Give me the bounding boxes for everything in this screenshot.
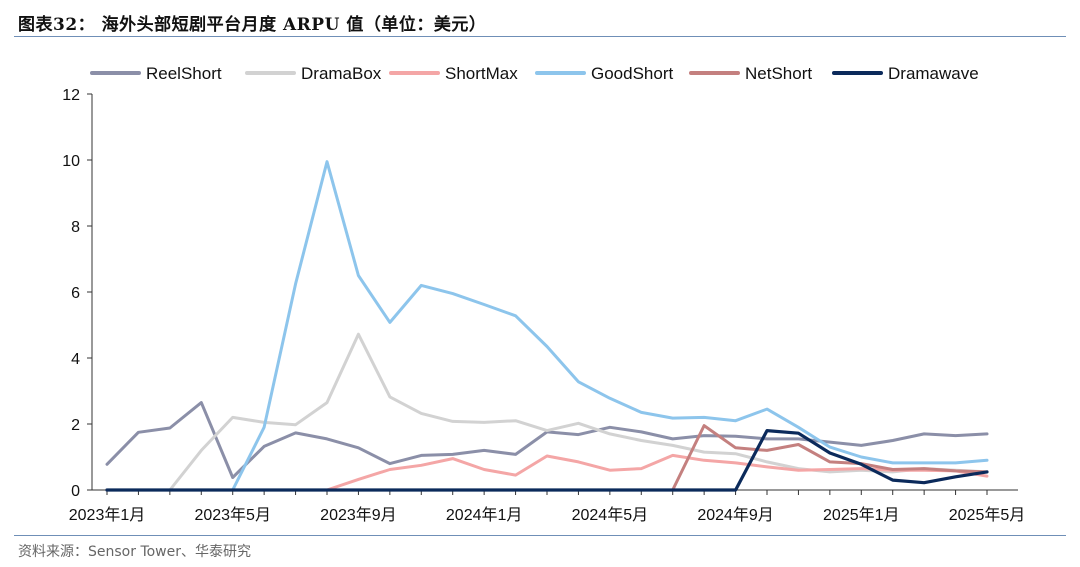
series-line-goodshort (105, 160, 989, 492)
legend: ReelShort DramaBox ShortMax GoodShort NetSho… (90, 64, 979, 83)
legend-label: Dramawave (888, 64, 979, 83)
x-tick-label: 2025年1月 (823, 506, 900, 524)
y-tick-label: 6 (71, 285, 80, 302)
series-line-dramabox (105, 332, 989, 492)
source-note: 资料来源：Sensor Tower、华泰研究 (18, 544, 251, 560)
y-tick-label: 0 (71, 483, 80, 500)
y-tick-label: 2 (71, 417, 80, 434)
line-chart: ReelShort DramaBox ShortMax GoodShort NetSho… (62, 64, 1026, 524)
x-tick-label: 2024年1月 (446, 506, 523, 524)
legend-label: GoodShort (591, 64, 673, 83)
series-line-reelshort (105, 401, 989, 479)
y-tick-label: 8 (71, 219, 80, 236)
legend-label: NetShort (745, 64, 812, 83)
y-axis: 0 2 4 6 8 10 12 (62, 87, 93, 500)
legend-label: DramaBox (301, 64, 382, 83)
x-tick-label: 2024年5月 (572, 506, 649, 524)
legend-label: ReelShort (146, 64, 222, 83)
x-tick-label: 2023年5月 (194, 506, 271, 524)
legend-label: ShortMax (445, 64, 518, 83)
y-tick-label: 10 (62, 153, 80, 170)
y-tick-label: 4 (71, 351, 80, 368)
chart-title: 图表32： 海外头部短剧平台月度 ARPU 值（单位：美元） (18, 15, 487, 35)
series-line-dramawave (105, 429, 989, 492)
y-tick-label: 12 (62, 87, 80, 104)
title-bar: 图表32： 海外头部短剧平台月度 ARPU 值（单位：美元） (14, 6, 1066, 37)
x-tick-label: 2025年5月 (949, 506, 1026, 524)
x-axis: 2023年1月 2023年5月 2023年9月 2024年1月 2024年5月 2024年… (69, 489, 1026, 524)
x-tick-label: 2023年1月 (69, 506, 146, 524)
footer-divider (14, 535, 1066, 536)
x-tick-label: 2024年9月 (697, 506, 774, 524)
plot-lines (105, 160, 989, 492)
x-tick-label: 2023年9月 (320, 506, 397, 524)
